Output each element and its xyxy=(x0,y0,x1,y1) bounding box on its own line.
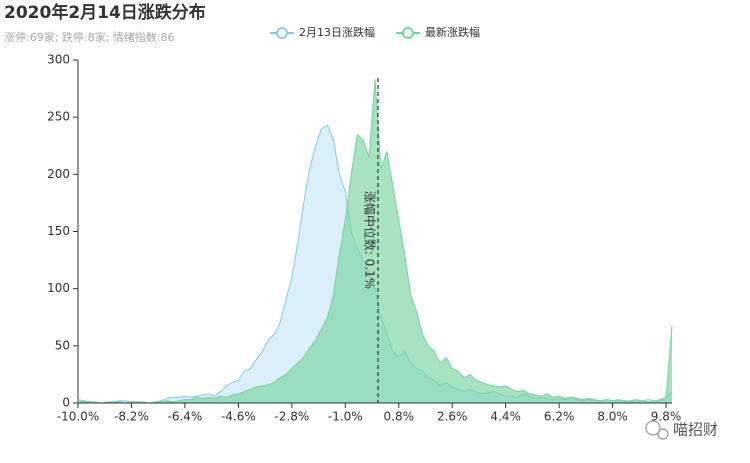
x-tick-label: 8.0% xyxy=(597,410,628,424)
y-tick-label: 300 xyxy=(47,53,70,67)
chart-subtitle: 涨停:69家; 跌停:8家; 情绪指数:86 xyxy=(4,30,175,44)
x-tick-label: -8.2% xyxy=(114,410,149,424)
chart-title: 2020年2月14日涨跌分布 xyxy=(4,2,206,23)
area xyxy=(78,79,672,403)
x-tick-label: 4.4% xyxy=(490,410,521,424)
watermark: 喵招财 xyxy=(645,420,718,440)
y-tick-label: 0 xyxy=(62,396,70,410)
x-tick-label: -1.0% xyxy=(328,410,363,424)
x-tick-label: 9.8% xyxy=(651,410,682,424)
y-tick-label: 200 xyxy=(47,167,70,181)
line xyxy=(77,79,673,404)
watermark-icon xyxy=(645,420,661,436)
legend-label: 2月13日涨跌幅 xyxy=(299,25,375,39)
watermark-icon xyxy=(657,428,669,440)
y-tick-label: 100 xyxy=(47,281,70,295)
median-label: 涨幅中位数: 0.1% xyxy=(362,191,377,289)
y-tick-label: 150 xyxy=(47,224,70,238)
legend-marker xyxy=(276,27,288,39)
x-tick-label: -10.0% xyxy=(57,410,99,424)
x-tick-label: -6.4% xyxy=(168,410,203,424)
y-tick-label: 50 xyxy=(55,338,70,352)
x-tick-label: 0.8% xyxy=(384,410,415,424)
x-tick-label: -2.8% xyxy=(274,410,309,424)
legend-marker xyxy=(402,27,414,39)
watermark-text: 喵招财 xyxy=(673,421,718,439)
x-tick-label: -4.6% xyxy=(221,410,256,424)
x-tick-label: 6.2% xyxy=(544,410,575,424)
legend-label: 最新涨跌幅 xyxy=(425,25,480,39)
x-tick-label: 2.6% xyxy=(437,410,468,424)
y-tick-label: 250 xyxy=(47,110,70,124)
